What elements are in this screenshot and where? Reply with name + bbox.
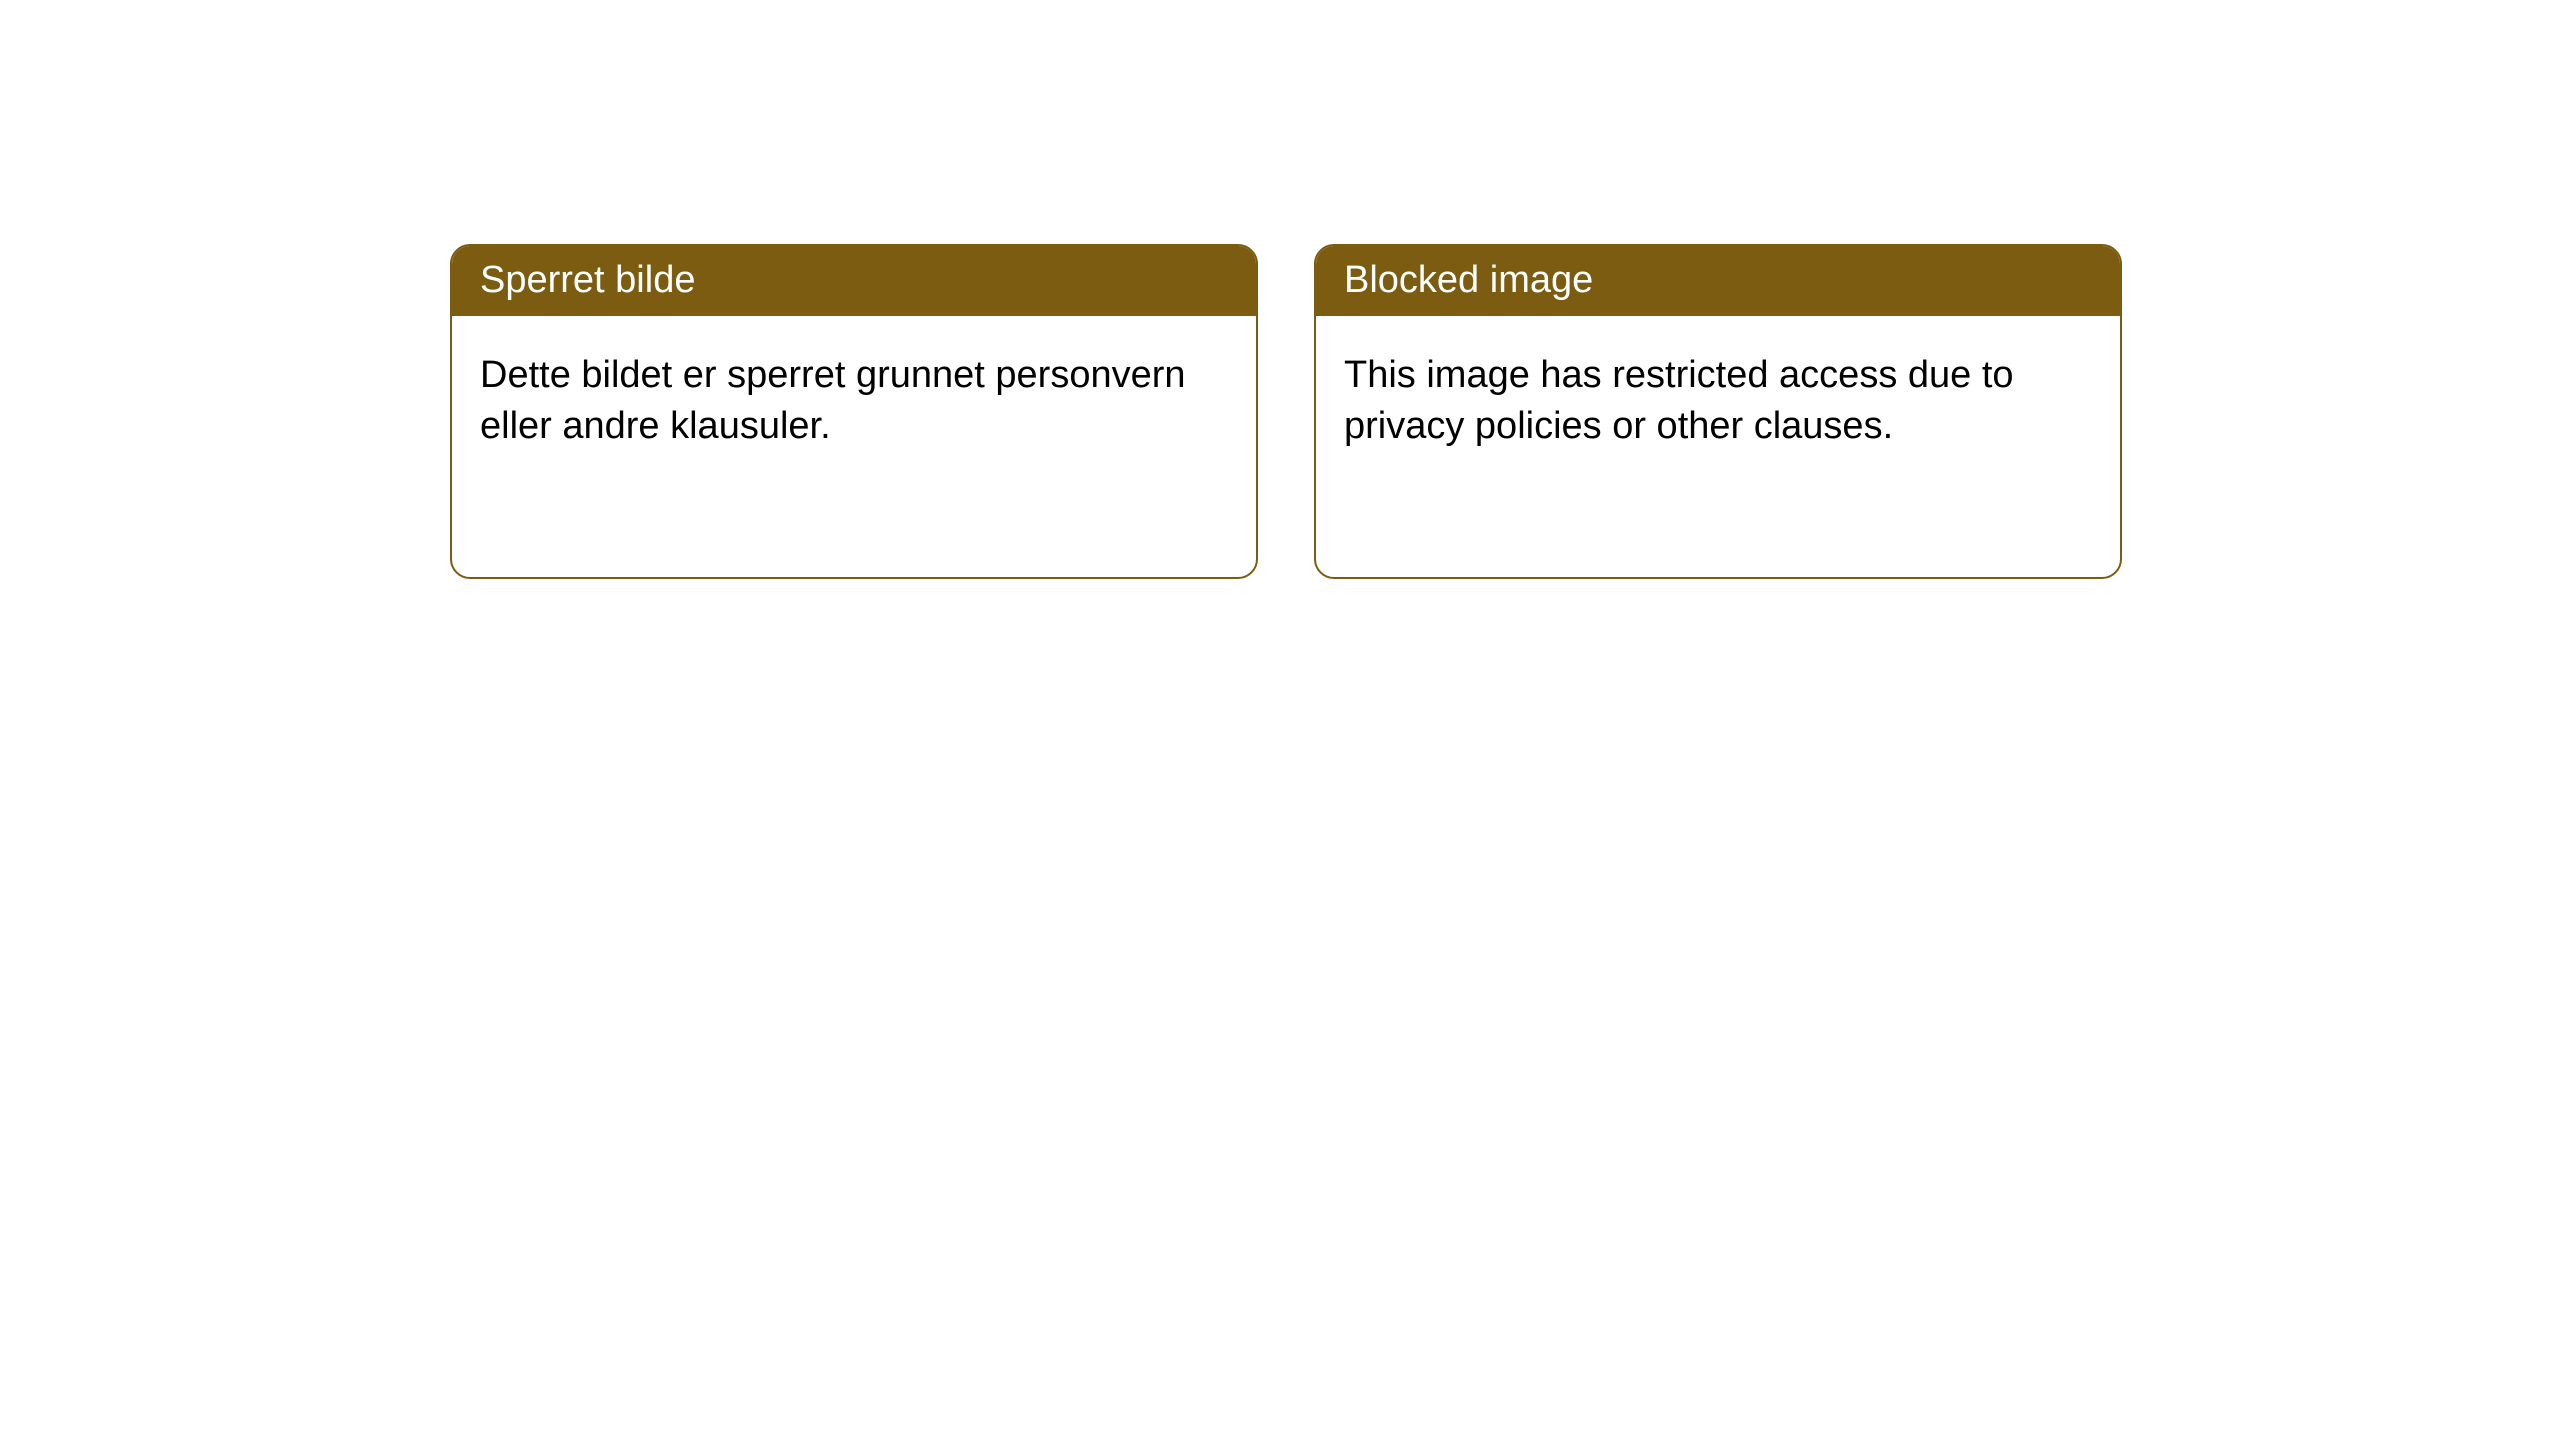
blocked-image-card-english: Blocked image This image has restricted … — [1314, 244, 2122, 579]
card-header-english: Blocked image — [1316, 246, 2120, 316]
card-header-norwegian: Sperret bilde — [452, 246, 1256, 316]
card-body-english: This image has restricted access due to … — [1316, 316, 2120, 487]
blocked-image-card-norwegian: Sperret bilde Dette bildet er sperret gr… — [450, 244, 1258, 579]
card-body-norwegian: Dette bildet er sperret grunnet personve… — [452, 316, 1256, 487]
notice-container: Sperret bilde Dette bildet er sperret gr… — [0, 0, 2560, 579]
